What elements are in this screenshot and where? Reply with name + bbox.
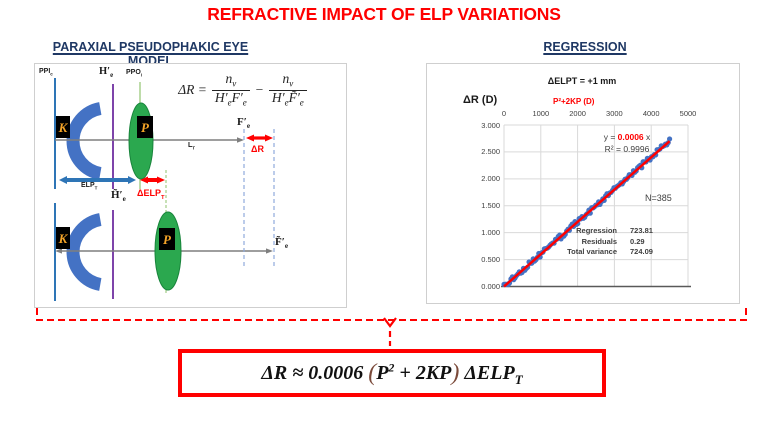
optical-axis-2-left-arrowhead — [55, 248, 62, 254]
cornea-crescent — [66, 102, 102, 180]
stats-label: Total variance — [567, 247, 617, 256]
bracket-dashed-line — [36, 308, 747, 321]
y-tick-label: 2.500 — [481, 147, 500, 157]
delta-r-label: ΔR — [251, 144, 264, 154]
iol-lens-ellipse-2 — [154, 211, 182, 291]
p-power-label: P — [141, 120, 150, 135]
delta-elp-label: ΔELPT — [137, 188, 165, 201]
bracket-arrowhead — [383, 317, 397, 328]
optical-axis-2-right-arrowhead — [266, 248, 273, 254]
scatter-point — [667, 136, 673, 142]
regression-chart — [501, 124, 691, 288]
fit-r-squared: R² = 0.9996 — [604, 144, 650, 154]
h-prime-label: H′e — [99, 66, 114, 80]
k-power-label-2: K — [58, 231, 69, 246]
x-tick-label: 0 — [501, 109, 507, 118]
y-tick-label: 1.500 — [481, 201, 500, 211]
chart-title: ΔELPT = +1 mm — [547, 76, 617, 86]
formula-lhs: ΔR = — [178, 82, 207, 98]
y-tick-label: 2.000 — [481, 174, 500, 184]
chart-ticks: 0 1000 2000 3000 4000 5000 3.000 2.500 2.000 1.50… — [427, 64, 739, 303]
y-tick-label: 1.000 — [481, 228, 500, 238]
eye-model-diagram: K K P P — [54, 78, 275, 301]
cornea-crescent-2 — [66, 213, 102, 291]
stats-row: Regression 723.81 — [537, 226, 653, 237]
iol-lens-ellipse — [128, 102, 154, 180]
x-tick-label: 5000 — [679, 109, 697, 118]
y-tick-label: 3.000 — [481, 120, 500, 130]
stats-label: Residuals — [581, 236, 617, 246]
y-tick-label: 0.000 — [481, 282, 500, 291]
y-tick-label: 0.500 — [481, 255, 500, 265]
x-tick-label: 1000 — [532, 109, 550, 118]
fit-slope-value: 0.0006 — [617, 132, 644, 142]
eye-model-panel: K K P P PPIc H′e PPOi F′e LT ΔR ELPT — [34, 63, 347, 308]
refraction-formula: ΔR = nv H′eF′e − nv H′eF̃′e — [145, 71, 340, 108]
k-power-box — [56, 116, 70, 138]
delta-elp-arrow-right-head — [157, 176, 165, 184]
elp-arrow-left-head — [59, 176, 67, 184]
close-paren: ) — [451, 359, 460, 386]
x-tick-label: 2000 — [569, 109, 586, 118]
stats-value: 723.81 — [630, 226, 653, 235]
delta-r-arrow-left-head — [246, 134, 254, 142]
formula-minus: − — [254, 82, 264, 98]
k-power-box-2 — [56, 227, 70, 249]
p-power-label-2: P — [163, 232, 172, 247]
stats-value: 724.09 — [630, 247, 653, 256]
fit-equation: y = 0.0006 x — [603, 132, 651, 142]
summary-formula: ΔR ≈ 0.0006 (P2 + 2KP) ΔELPT — [261, 359, 523, 387]
h-tilde-label: H̃′e — [111, 189, 126, 204]
formula-fraction-2: nv H′eF̃′e — [268, 71, 307, 108]
p-power-box-2 — [159, 228, 175, 250]
f-prime-label: F′e — [237, 116, 250, 131]
fit-line — [503, 140, 671, 288]
stats-value: 0.29 — [630, 236, 645, 246]
f-tilde-label: F̃′e — [275, 236, 288, 251]
p-power-box — [137, 116, 153, 138]
chart-y-axis-label: ΔR (D) — [463, 94, 498, 106]
k-power-label: K — [58, 120, 69, 135]
axial-length-label: LT — [188, 142, 196, 151]
elp-label: ELPT — [81, 182, 98, 191]
regression-chart-panel: 0 1000 2000 3000 4000 5000 3.000 2.500 2.000 1.50… — [426, 63, 740, 304]
summary-formula-box: ΔR ≈ 0.0006 (P2 + 2KP) ΔELPT — [178, 349, 606, 397]
delta-elp-arrow-left-head — [140, 176, 148, 184]
sample-size-label: N=385 — [645, 193, 672, 203]
x-tick-label: 3000 — [606, 109, 623, 118]
stats-row: Residuals 0.29 — [537, 237, 653, 248]
x-tick-label: 4000 — [642, 109, 660, 118]
bracket-connector — [36, 308, 747, 346]
right-section-heading: REGRESSION — [543, 40, 627, 54]
variance-stats-table: Regression 723.81 Residuals 0.29 Total varia… — [537, 226, 653, 258]
elp-arrow-right-head — [128, 176, 136, 184]
ppo-label: PPOi — [126, 69, 143, 78]
slide-title: REFRACTIVE IMPACT OF ELP VARIATIONS — [207, 4, 561, 24]
delta-r-arrow-right-head — [265, 134, 273, 142]
optical-axis-arrowhead — [237, 137, 244, 143]
open-paren: ( — [368, 359, 377, 386]
chart-x-axis-label: P²+2KP (D) — [553, 97, 595, 106]
ppi-label: PPIc — [39, 68, 53, 77]
stats-label: Regression — [576, 226, 617, 235]
stats-row: Total variance 724.09 — [537, 247, 653, 258]
formula-fraction-1: nv H′eF′e — [211, 71, 250, 108]
